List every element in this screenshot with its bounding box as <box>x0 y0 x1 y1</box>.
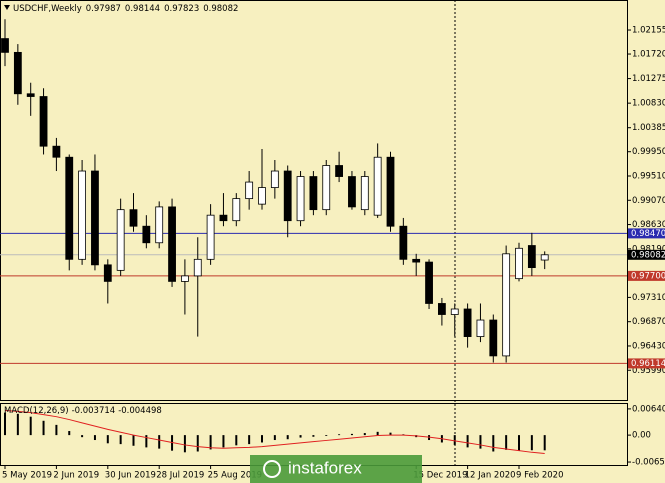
level-label: 0.96114 <box>631 359 665 369</box>
menu-arrow <box>4 5 10 10</box>
candle-body <box>180 275 189 282</box>
candle-body <box>206 214 215 260</box>
low: 0.97823 <box>164 4 199 14</box>
macd-name: MACD(12,26,9) <box>4 406 69 416</box>
y-tick-label: 1.01720 <box>632 50 665 60</box>
candle-body <box>476 319 485 337</box>
level-label: 0.97700 <box>631 271 665 281</box>
price-box <box>628 249 665 260</box>
marks: 1.02155 1.01720 1.01275 1.00830 1.00385 0.999… <box>0 19 665 469</box>
candle-body <box>373 156 382 216</box>
candle-body <box>258 187 266 205</box>
close: 0.98082 <box>203 4 238 14</box>
candle-body <box>78 170 86 260</box>
y-tick-label: 0.95990 <box>632 366 665 376</box>
x-tick-label: 2 Jun 2019 <box>53 471 99 481</box>
candle-body <box>527 245 536 269</box>
candle-body <box>39 96 48 147</box>
signal-line <box>4 410 545 455</box>
candle-body <box>425 261 433 304</box>
watermark-text: instaforex <box>288 458 362 477</box>
candle-body <box>219 214 228 222</box>
level-box <box>628 358 665 369</box>
candle-body <box>26 93 35 97</box>
candle-body <box>193 258 202 277</box>
candle-body <box>540 254 549 261</box>
macd-y-tick-label: 0.00 <box>632 431 651 441</box>
x-labels: 5 May 2019 2 Jun 2019 30 Jun 2019 28 Jul 20… <box>2 471 564 481</box>
candle-body <box>489 319 498 357</box>
candle-body <box>91 170 99 266</box>
y-tick-label: 0.97310 <box>632 293 665 303</box>
candle-body <box>335 165 344 177</box>
y-tick-label: 0.99510 <box>632 171 665 181</box>
y-tick-label: 0.98630 <box>632 220 665 230</box>
y-tick-label: 1.02155 <box>632 26 665 36</box>
candle-body <box>142 225 151 244</box>
candle-body <box>515 247 523 280</box>
y-tick-label: 0.99950 <box>632 147 665 157</box>
x-tick-label: 12 Jan 2020 <box>465 471 516 481</box>
candle-body <box>296 176 305 222</box>
candle-body <box>450 308 459 315</box>
watermark-box <box>250 455 422 483</box>
y-tick-label: 1.00385 <box>632 123 665 133</box>
x-tick-label: 15 Dec 2019 <box>413 471 467 481</box>
candle-body <box>116 209 125 271</box>
y-tick-label: 1.01275 <box>632 74 665 84</box>
x-tick-label: 25 Aug 2019 <box>208 471 262 481</box>
open: 0.97987 <box>86 4 121 14</box>
candle-body <box>232 198 241 222</box>
x-tick-label: 30 Jun 2019 <box>105 471 156 481</box>
x-tick-label: 28 Jul 2019 <box>156 471 204 481</box>
y-tick-label: 0.96870 <box>632 317 665 327</box>
candle-body <box>1 38 9 53</box>
candle-body <box>348 176 356 208</box>
candle-body <box>399 225 408 260</box>
candle-body <box>437 303 446 315</box>
y-tick-label: 1.00830 <box>632 99 665 109</box>
watermark-icon <box>263 460 281 478</box>
candle-body <box>155 206 164 244</box>
x-tick-label: 9 Feb 2020 <box>516 471 564 481</box>
candle-body <box>322 165 331 211</box>
candle-body <box>168 206 176 282</box>
candle-body <box>360 176 369 211</box>
y-tick-label: 0.96430 <box>632 341 665 351</box>
x-tick-label: 5 May 2019 <box>2 471 52 481</box>
candle-body <box>52 145 61 158</box>
candle-body <box>65 156 74 260</box>
candle-body <box>386 156 395 227</box>
candle-body <box>502 253 511 357</box>
symbol: USDCHF,Weekly <box>13 4 82 14</box>
chart-header: USDCHF,Weekly 0.97987 0.98144 0.97823 0.9808… <box>13 4 238 14</box>
level-box <box>628 270 665 281</box>
candle-body <box>463 308 472 337</box>
high: 0.98144 <box>125 4 160 14</box>
y-tick-label: 0.99070 <box>632 196 665 206</box>
candle-body <box>13 51 22 95</box>
watermark: instaforex <box>250 455 422 483</box>
candle-body <box>270 170 279 188</box>
macd-last: -0.003714 <box>72 406 116 416</box>
candle-body <box>283 170 292 222</box>
macd-header: MACD(12,26,9) -0.003714 -0.004498 <box>4 406 162 416</box>
signal-last: -0.004498 <box>118 406 162 416</box>
candle-body <box>309 176 318 211</box>
y-tick-label: 0.98190 <box>632 244 665 254</box>
candle-body <box>245 181 254 200</box>
price-label: 0.98082 <box>631 250 665 260</box>
level-box <box>628 228 665 239</box>
level-label: 0.98470 <box>631 229 665 239</box>
macd-y-tick-label: 0.006405 <box>632 404 665 414</box>
macd-y-tick-label: -0.006577 <box>632 458 665 468</box>
candle-body <box>129 209 138 227</box>
candle-body <box>412 258 421 263</box>
candle-body <box>103 264 112 282</box>
